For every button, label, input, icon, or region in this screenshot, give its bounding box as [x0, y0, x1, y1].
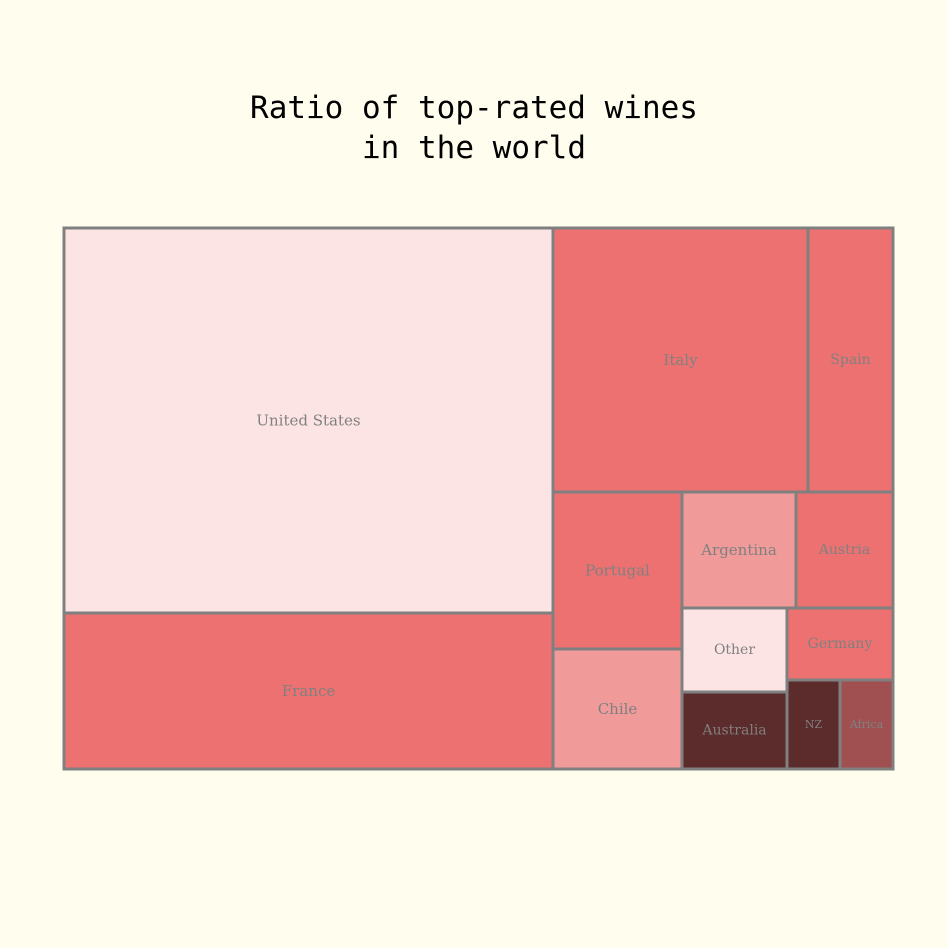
- treemap-label-africa: Africa: [849, 718, 884, 731]
- chart-title-line-2: in the world: [362, 130, 586, 166]
- treemap-label-spain: Spain: [830, 352, 870, 368]
- treemap-cell-chile: [551, 647, 684, 771]
- chart-title: Ratio of top-rated wines in the world: [0, 88, 948, 168]
- treemap-label-united-states: United States: [256, 412, 360, 430]
- treemap-cell-spain: [806, 226, 895, 494]
- treemap-label-argentina: Argentina: [700, 541, 777, 559]
- treemap-cell-nz: [785, 678, 842, 771]
- treemap-label-germany: Germany: [808, 636, 873, 652]
- treemap-label-nz: NZ: [805, 718, 823, 731]
- treemap-cell-portugal: [551, 490, 684, 651]
- treemap-label-italy: Italy: [663, 351, 698, 369]
- treemap-cell-australia: [680, 690, 789, 771]
- treemap-label-other: Other: [714, 642, 755, 658]
- treemap-label-portugal: Portugal: [585, 562, 650, 580]
- chart-title-line-1: Ratio of top-rated wines: [250, 90, 698, 126]
- treemap-cell-germany: [785, 606, 895, 682]
- treemap-label-australia: Australia: [701, 723, 766, 739]
- treemap-label-austria: Austria: [818, 542, 870, 558]
- treemap-cell-austria: [794, 490, 895, 610]
- treemap-cell-argentina: [680, 490, 798, 610]
- treemap-label-chile: Chile: [598, 700, 638, 718]
- treemap-cell-africa: [838, 678, 895, 771]
- treemap-label-france: France: [282, 682, 336, 700]
